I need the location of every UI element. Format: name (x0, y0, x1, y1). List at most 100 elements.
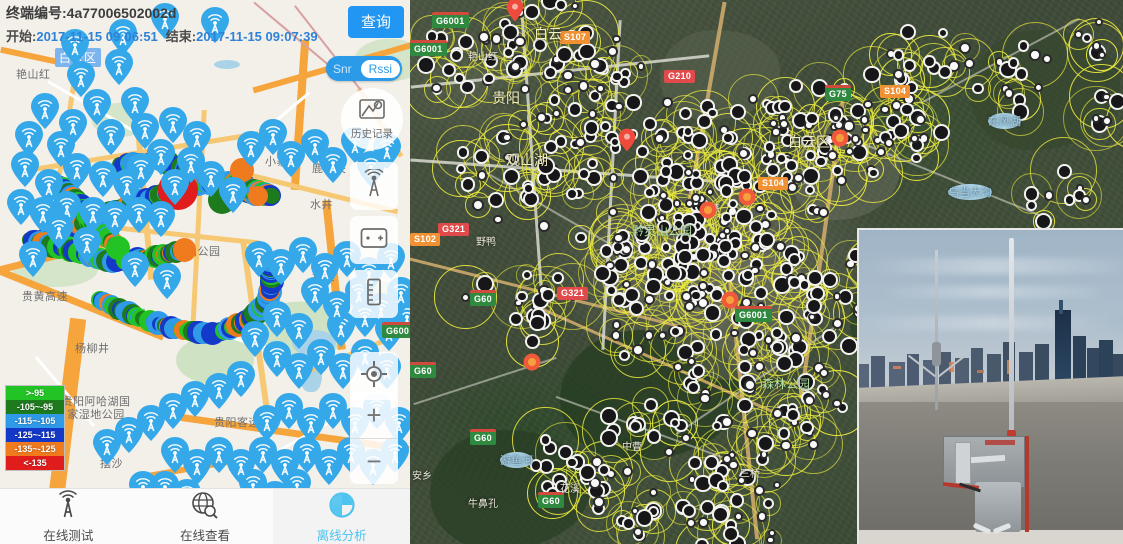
cell-marker-black[interactable] (558, 445, 573, 461)
tower-pin[interactable] (300, 276, 330, 314)
cell-marker-white[interactable] (1092, 41, 1102, 51)
tower-pin[interactable] (126, 152, 156, 190)
cell-marker-black[interactable] (541, 288, 555, 302)
cell-marker-white[interactable] (698, 281, 708, 291)
cell-marker-black[interactable] (646, 429, 661, 444)
cell-marker-white[interactable] (733, 511, 743, 521)
cell-marker-black[interactable] (635, 509, 654, 527)
cell-marker-black[interactable] (789, 79, 803, 94)
cell-marker-black[interactable] (474, 149, 489, 164)
cell-marker-black[interactable] (719, 184, 733, 198)
cell-marker-black[interactable] (643, 398, 658, 413)
cell-marker-black[interactable] (758, 232, 775, 249)
tower-pin[interactable] (182, 120, 212, 158)
cell-marker-white[interactable] (772, 480, 781, 489)
cell-marker-white[interactable] (753, 485, 765, 497)
cell-marker-black[interactable] (709, 327, 723, 341)
tower-pin[interactable] (236, 130, 266, 168)
cell-marker-black[interactable] (691, 132, 708, 149)
cell-marker-white[interactable] (577, 80, 590, 92)
tower-pin[interactable] (18, 240, 48, 278)
cell-marker-black[interactable] (509, 311, 524, 326)
cell-marker-white[interactable] (632, 526, 643, 537)
tower-pin[interactable] (240, 320, 270, 358)
cell-marker-black[interactable] (729, 103, 747, 121)
cell-marker-black[interactable] (785, 407, 800, 422)
cell-marker-white[interactable] (658, 190, 668, 200)
tower-pin[interactable] (120, 250, 150, 288)
cell-marker-white[interactable] (728, 459, 739, 471)
tower-pin[interactable] (248, 436, 278, 474)
cell-marker-black[interactable] (775, 354, 794, 372)
cell-marker-black[interactable] (937, 65, 952, 80)
cell-marker-white[interactable] (1080, 194, 1091, 205)
cell-marker-white[interactable] (1092, 114, 1101, 123)
cell-marker-black[interactable] (457, 146, 470, 159)
tower-pin[interactable] (44, 212, 74, 250)
cell-marker-black[interactable] (643, 117, 657, 131)
cell-marker-white[interactable] (610, 329, 622, 341)
toggle-option-snr[interactable]: Snr (333, 61, 352, 76)
cell-marker-black[interactable] (753, 285, 769, 300)
tower-pin[interactable] (226, 360, 256, 398)
cell-marker-black[interactable] (664, 264, 682, 283)
cell-marker-white[interactable] (680, 290, 693, 302)
tower-pin[interactable] (100, 200, 130, 238)
cell-marker-black[interactable] (801, 167, 820, 185)
tower-pin[interactable] (318, 392, 348, 430)
tower-pin[interactable] (288, 236, 318, 274)
tower-pin[interactable] (270, 448, 300, 486)
cell-marker-black[interactable] (529, 314, 546, 332)
tower-pin[interactable] (82, 88, 112, 126)
cell-marker-white[interactable] (471, 199, 484, 212)
cell-marker-black[interactable] (723, 525, 739, 542)
cell-marker-white[interactable] (747, 348, 758, 359)
cell-marker-black[interactable] (516, 290, 528, 303)
tower-pin[interactable] (160, 436, 190, 474)
cell-marker-black[interactable] (821, 328, 838, 345)
device-button[interactable] (350, 216, 398, 264)
cell-marker-black[interactable] (579, 464, 596, 481)
cell-marker-white[interactable] (646, 259, 657, 270)
cell-marker-black[interactable] (821, 271, 838, 288)
map-highlight-dot[interactable] (830, 128, 850, 153)
tower-pin[interactable] (96, 118, 126, 156)
cell-marker-white[interactable] (520, 84, 530, 94)
tower-pin[interactable] (258, 118, 288, 156)
cell-marker-black[interactable] (600, 407, 618, 425)
map-highlight-dot[interactable] (522, 352, 542, 377)
tower-pin[interactable] (296, 406, 326, 444)
cell-marker-white[interactable] (611, 320, 622, 330)
cell-marker-black[interactable] (805, 111, 819, 126)
cell-marker-black[interactable] (832, 165, 843, 176)
cell-marker-black[interactable] (800, 420, 814, 435)
cell-marker-white[interactable] (875, 147, 886, 158)
cell-marker-black[interactable] (600, 121, 611, 133)
cell-marker-black[interactable] (687, 380, 701, 394)
cell-marker-white[interactable] (672, 362, 683, 373)
tower-pin[interactable] (204, 436, 234, 474)
cell-marker-black[interactable] (737, 397, 753, 414)
cell-marker-white[interactable] (562, 69, 574, 82)
cell-marker-white[interactable] (698, 517, 709, 528)
tab-0[interactable]: 在线测试 (0, 489, 137, 544)
cell-marker-black[interactable] (972, 82, 984, 95)
tower-pin[interactable] (158, 106, 188, 144)
cell-marker-black[interactable] (784, 159, 798, 173)
cell-marker-white[interactable] (765, 535, 775, 544)
map-highlight-dot[interactable] (737, 187, 757, 212)
cell-marker-white[interactable] (552, 109, 562, 118)
cell-marker-black[interactable] (775, 153, 787, 165)
tower-pin[interactable] (274, 392, 304, 430)
map-highlight-dot[interactable] (720, 290, 740, 315)
tower-pin[interactable] (284, 352, 314, 390)
tower-pin[interactable] (60, 28, 90, 66)
cell-marker-black[interactable] (618, 349, 631, 362)
cell-marker-white[interactable] (780, 439, 792, 451)
cell-marker-black[interactable] (694, 246, 711, 263)
cell-marker-white[interactable] (1044, 190, 1055, 201)
zoom-out-button[interactable]: − (366, 446, 382, 477)
cell-marker-black[interactable] (900, 102, 914, 116)
tower-pin[interactable] (266, 248, 296, 286)
cell-marker-black[interactable] (749, 219, 764, 234)
